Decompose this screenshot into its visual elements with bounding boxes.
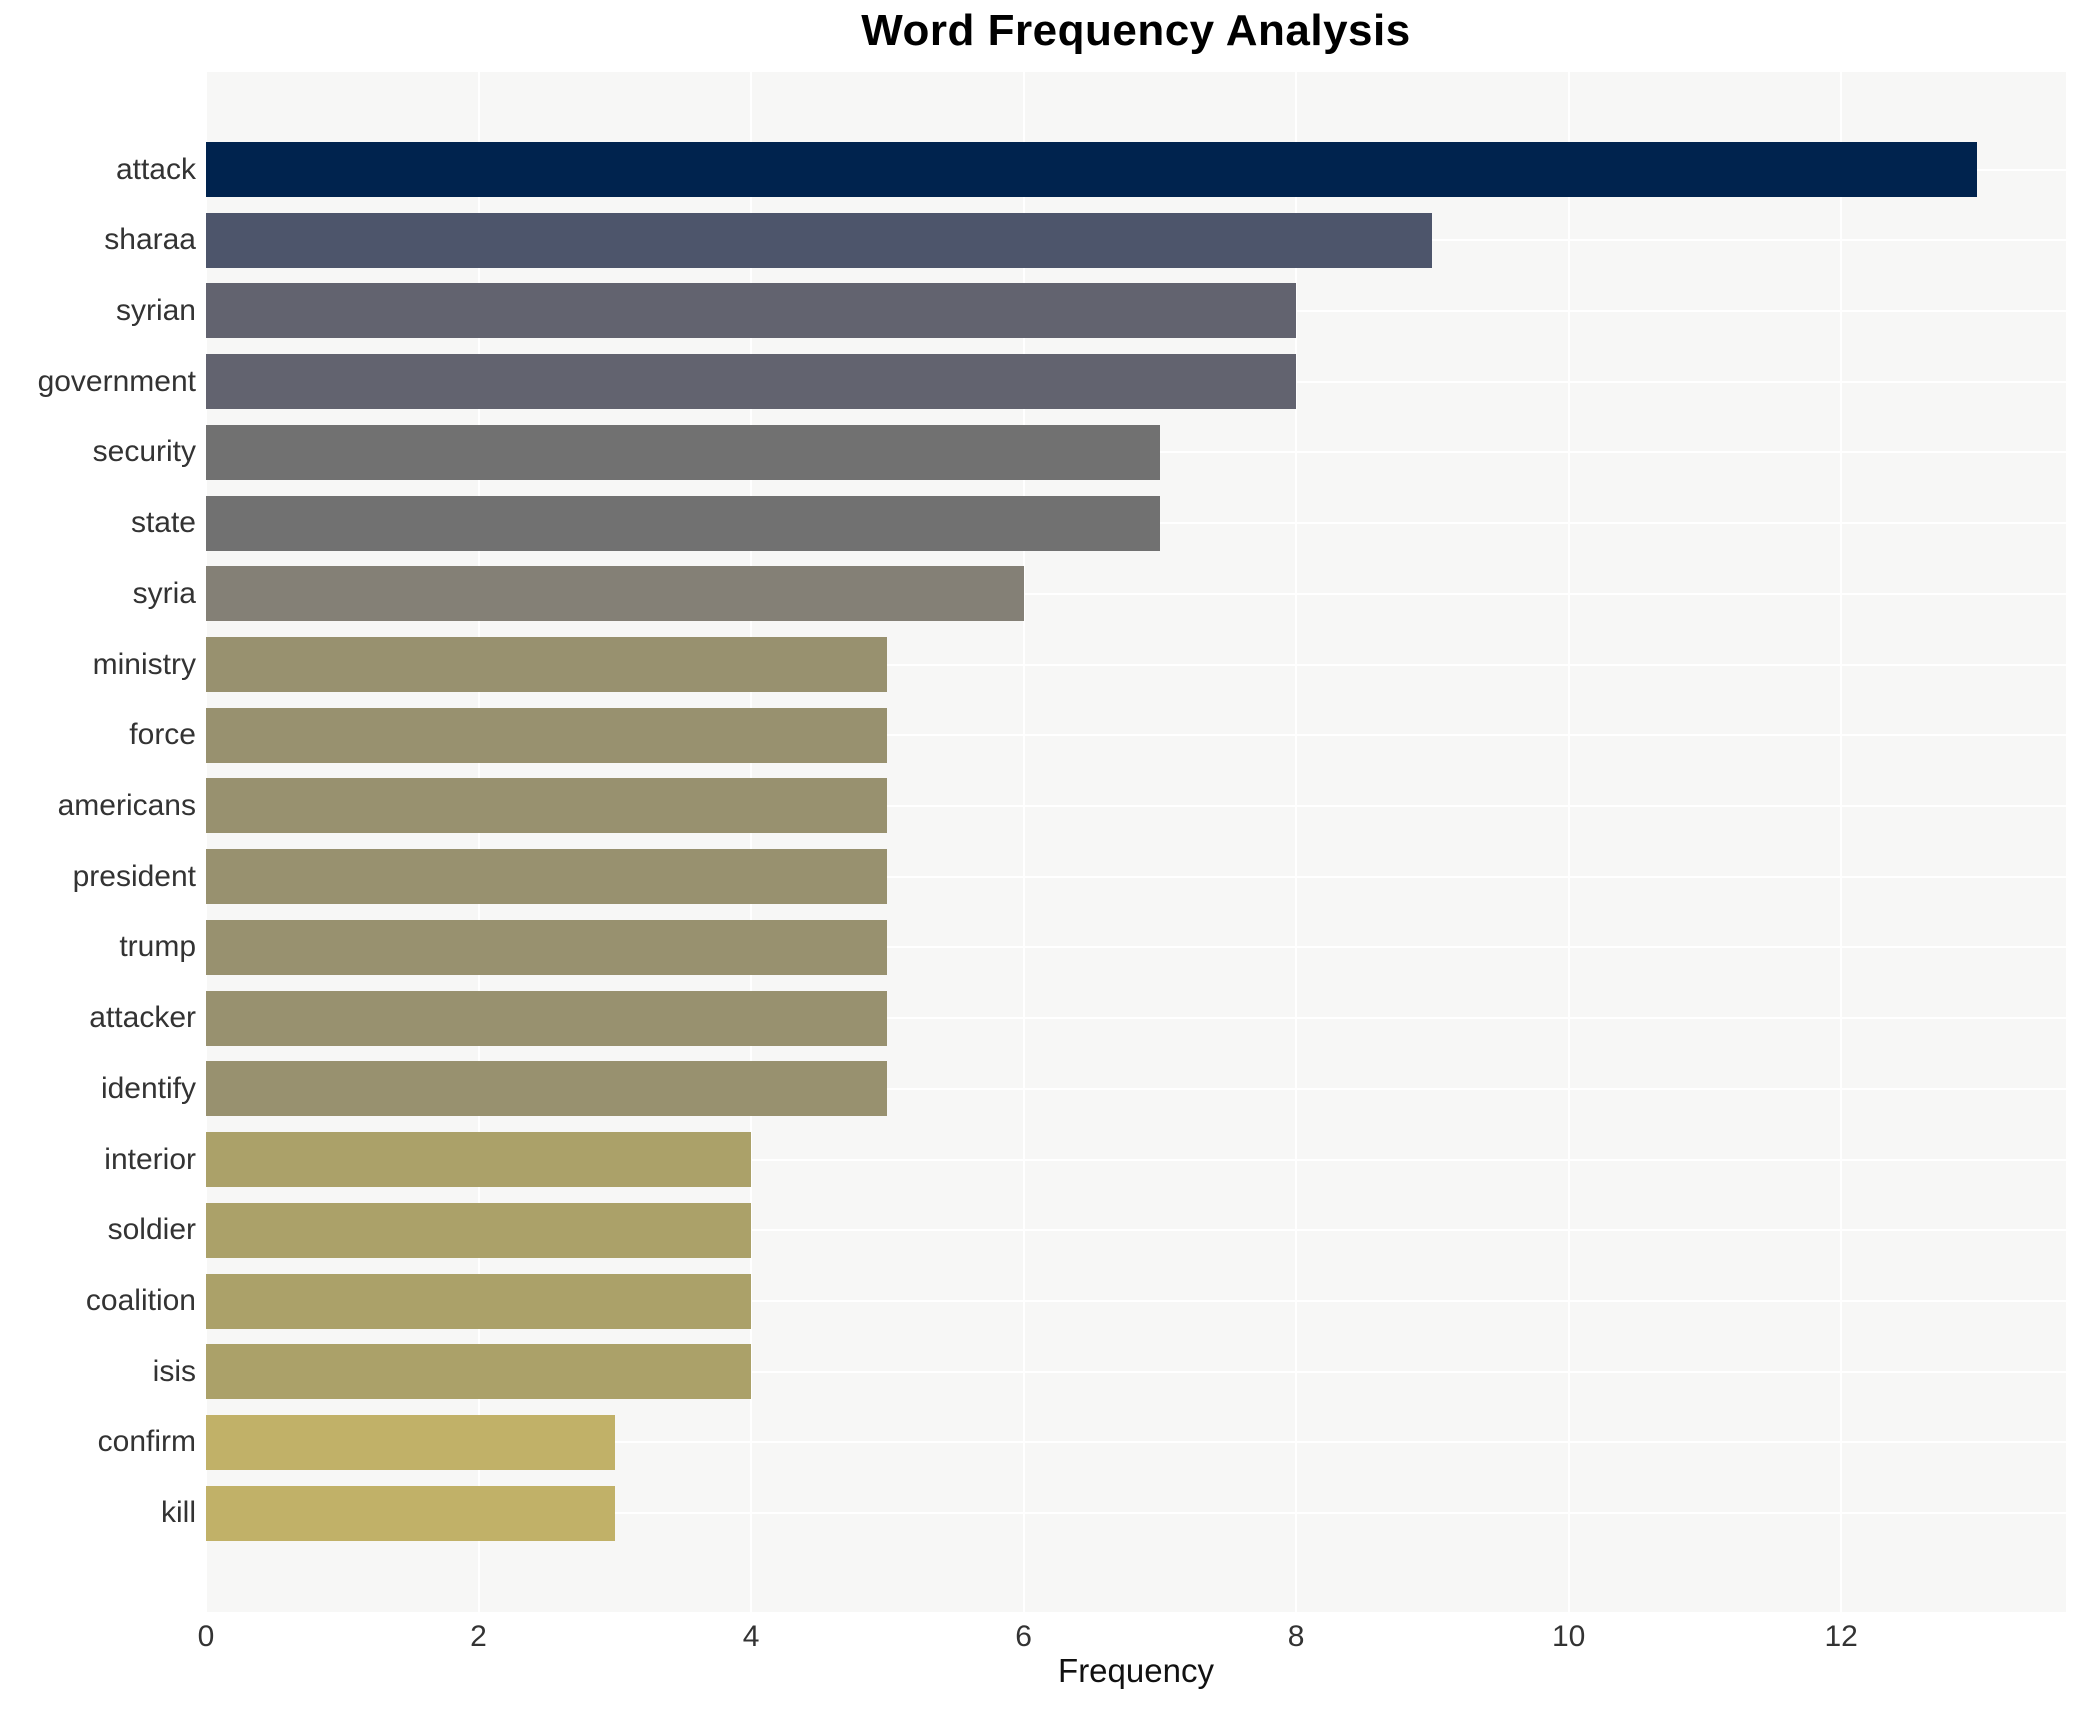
gridline-y-isis <box>206 1370 2066 1373</box>
category-label-interior: interior <box>104 1142 196 1176</box>
category-label-force: force <box>129 718 196 752</box>
category-label-identify: identify <box>100 1071 196 1105</box>
category-label-soldier: soldier <box>107 1213 196 1247</box>
bar-interior <box>206 1132 752 1188</box>
bar-confirm <box>206 1414 615 1470</box>
gridline-y-identify <box>206 1087 2066 1090</box>
category-label-coalition: coalition <box>85 1284 196 1318</box>
gridline-y-coalition <box>206 1300 2066 1303</box>
category-label-attack: attack <box>115 152 196 186</box>
x-tick-label-8: 8 <box>1287 1620 1305 1653</box>
gridline-y-interior <box>206 1158 2066 1161</box>
category-label-president: president <box>72 859 196 893</box>
x-tick-label-10: 10 <box>1551 1620 1586 1653</box>
gridline-y-americans <box>206 804 2066 807</box>
gridline-y-force <box>206 734 2066 737</box>
category-label-ministry: ministry <box>92 647 196 681</box>
gridline-y-trump <box>206 946 2066 949</box>
x-tick-label-2: 2 <box>470 1620 487 1653</box>
bar-security <box>206 424 1160 480</box>
gridline-x-0 <box>205 72 207 1612</box>
gridline-y-president <box>206 875 2066 878</box>
gridline-y-attacker <box>206 1017 2066 1020</box>
bar-coalition <box>206 1273 752 1329</box>
gridline-y-syria <box>206 592 2066 595</box>
gridline-y-ministry <box>206 663 2066 666</box>
y-axis-labels: attack sharaa syrian government security stat… <box>0 0 196 1710</box>
bar-syria <box>206 566 1024 622</box>
bar-trump <box>206 919 888 975</box>
chart-title: Word Frequency Analysis <box>861 6 1411 55</box>
category-label-state: state <box>130 506 196 540</box>
bar-president <box>206 849 888 905</box>
bar-attacker <box>206 990 888 1046</box>
category-label-trump: trump <box>119 930 196 964</box>
category-label-attacker: attacker <box>89 1001 196 1035</box>
gridline-y-kill <box>206 1512 2066 1515</box>
bar-ministry <box>206 637 888 693</box>
x-tick-label-12: 12 <box>1824 1620 1858 1653</box>
gridline-y-soldier <box>206 1229 2066 1232</box>
bar-sharaa <box>206 212 1433 268</box>
category-label-syrian: syrian <box>115 293 196 327</box>
bar-government <box>206 354 1297 410</box>
x-tick-label-0: 0 <box>197 1620 215 1653</box>
bar-isis <box>206 1344 752 1400</box>
bar-state <box>206 495 1160 551</box>
category-label-sharaa: sharaa <box>104 223 196 257</box>
gridline-x-8 <box>1295 72 1298 1612</box>
gridline-x-2 <box>477 72 480 1612</box>
bar-identify <box>206 1061 888 1117</box>
bar-syrian <box>206 283 1297 339</box>
gridline-x-12 <box>1840 72 1843 1612</box>
category-label-government: government <box>37 364 196 398</box>
bar-soldier <box>206 1202 752 1258</box>
category-label-confirm: confirm <box>97 1425 196 1459</box>
category-label-isis: isis <box>152 1354 196 1388</box>
x-tick-label-4: 4 <box>742 1620 760 1653</box>
gridline-x-6 <box>1022 72 1025 1612</box>
x-axis-title: Frequency <box>1058 1652 1214 1689</box>
category-label-kill: kill <box>161 1496 196 1530</box>
category-label-security: security <box>92 435 196 469</box>
bar-force <box>206 707 888 763</box>
bar-kill <box>206 1485 615 1541</box>
bar-americans <box>206 778 888 834</box>
bar-attack <box>206 142 1978 197</box>
category-label-syria: syria <box>132 576 196 610</box>
chart-panel <box>205 72 2066 1612</box>
category-label-americans: americans <box>57 788 196 822</box>
gridline-y-confirm <box>206 1441 2066 1444</box>
x-tick-label-6: 6 <box>1015 1620 1032 1653</box>
gridline-x-10 <box>1567 72 1570 1612</box>
gridline-x-4 <box>750 72 753 1612</box>
